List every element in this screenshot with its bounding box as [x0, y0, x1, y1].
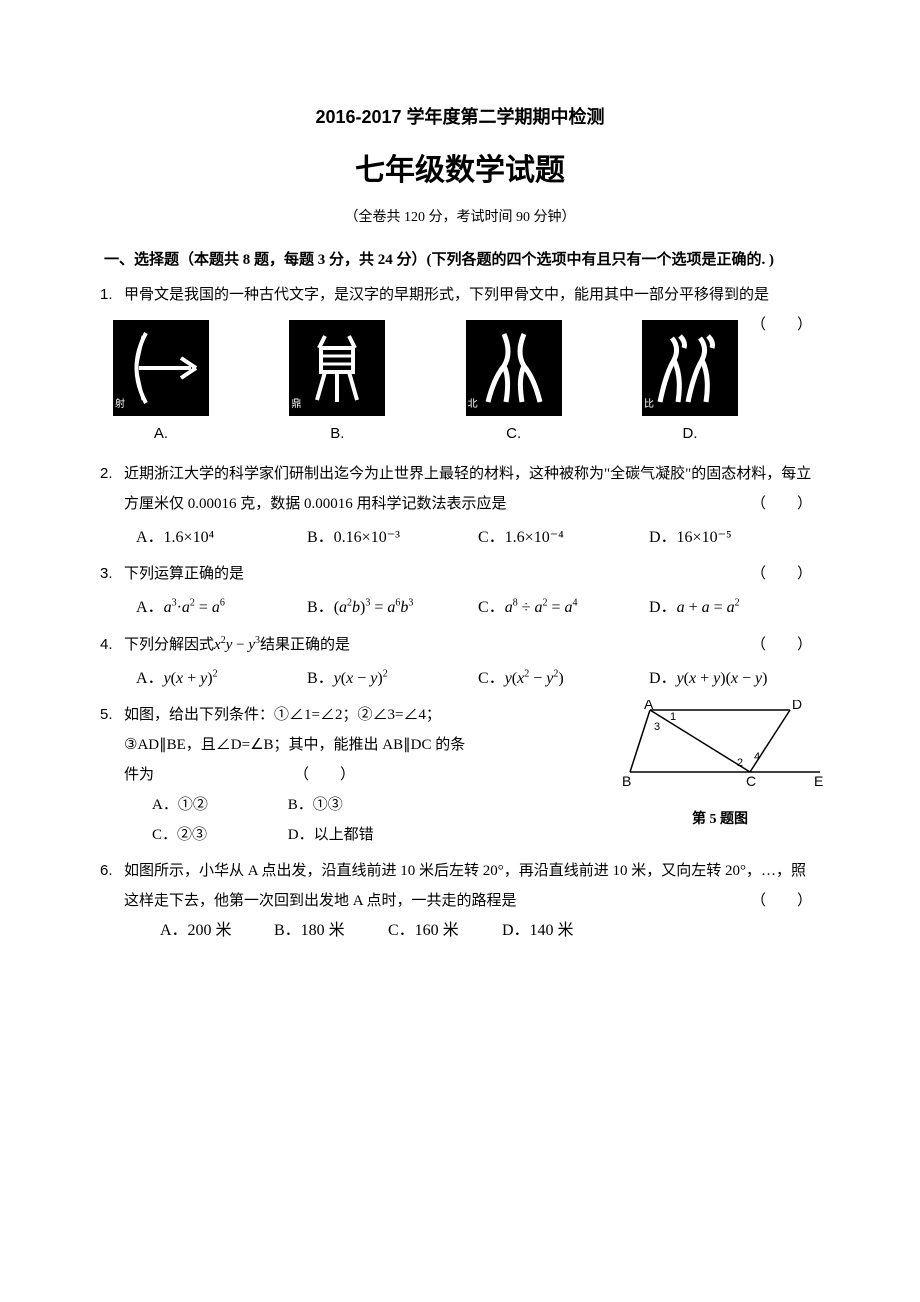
- page-title-2: 七年级数学试题: [100, 142, 820, 199]
- q4-opt-b: B．y(x − y)2: [307, 664, 478, 694]
- question-4: 4.下列分解因式x2y − y3结果正确的是 （ ）: [100, 630, 820, 660]
- q1-opt-d: 比 D.: [635, 320, 745, 449]
- q6-options: A．200 米 B．180 米 C．160 米 D．140 米: [100, 916, 820, 946]
- q3-paren: （ ）: [751, 559, 820, 589]
- svg-text:4: 4: [754, 751, 760, 763]
- svg-text:B: B: [622, 773, 631, 789]
- q3-opt-c: C．a8 ÷ a2 = a4: [478, 593, 649, 623]
- q2-text: 近期浙江大学的科学家们研制出迄今为止世界上最轻的材料，这种被称为"全碳气凝胶"的…: [124, 466, 811, 512]
- q6-text: 如图所示，小华从 A 点出发，沿直线前进 10 米后左转 20°，再沿直线前进 …: [124, 863, 806, 909]
- q6-opt-c: C．160 米: [388, 916, 498, 946]
- q1-img-c: 北: [466, 320, 562, 416]
- q1-img-d: 比: [642, 320, 738, 416]
- q4-options: A．y(x + y)2 B．y(x − y)2 C．y(x2 − y2) D．y…: [100, 664, 820, 694]
- q1-opt-b-letter: B.: [282, 420, 392, 449]
- q6-paren: （ ）: [751, 886, 820, 916]
- q3b-pre: B．: [307, 599, 334, 616]
- bi-icon: [650, 328, 730, 408]
- q4b-pre: B．: [307, 670, 334, 687]
- archery-icon: [121, 328, 201, 408]
- q4-opt-a: A．y(x + y)2: [136, 664, 307, 694]
- question-2: 2.近期浙江大学的科学家们研制出迄今为止世界上最轻的材料，这种被称为"全碳气凝胶…: [100, 459, 820, 519]
- svg-text:E: E: [814, 773, 823, 789]
- q6-opt-a: A．200 米: [160, 916, 270, 946]
- page-subtitle: （全卷共 120 分，考试时间 90 分钟）: [100, 205, 820, 232]
- q2-paren: （ ）: [751, 489, 820, 519]
- q5-opt-d: D．以上都错: [288, 820, 374, 850]
- q2-opt-c: C．1.6×10⁻⁴: [478, 523, 649, 553]
- q5-opt-a: A．①②: [124, 790, 284, 820]
- q4c-pre: C．: [478, 670, 505, 687]
- q1-num: 1.: [100, 280, 124, 310]
- q4a-pre: A．: [136, 670, 164, 687]
- question-1: 1.甲骨文是我国的一种古代文字，是汉字的早期形式，下列甲骨文中，能用其中一部分平…: [100, 280, 820, 310]
- q1-img-b-label: 鼎: [291, 395, 301, 414]
- q5-figure: A D B C E 1 3 2 4 第 5 题图: [600, 700, 820, 850]
- q2-opt-b: B．0.16×10⁻³: [307, 523, 478, 553]
- ding-icon: [297, 328, 377, 408]
- q1-opt-c-letter: C.: [459, 420, 569, 449]
- bei-icon: [474, 328, 554, 408]
- q2-options: A．1.6×10⁴ B．0.16×10⁻³ C．1.6×10⁻⁴ D．16×10…: [100, 523, 820, 553]
- q4-text-pre: 下列分解因式: [124, 637, 214, 653]
- q4-expr: x: [214, 637, 221, 653]
- q3a-pre: A．: [136, 599, 164, 616]
- question-5: 5.如图，给出下列条件：①∠1=∠2；②∠3=∠4； ③AD∥BE，且∠D=∠B…: [100, 700, 820, 850]
- q3-options: A．a3·a2 = a6 B．(a2b)3 = a6b3 C．a8 ÷ a2 =…: [100, 593, 820, 623]
- q1-opt-c: 北 C.: [459, 320, 569, 449]
- svg-text:2: 2: [737, 757, 743, 769]
- q1-opt-d-letter: D.: [635, 420, 745, 449]
- question-3: 3.下列运算正确的是 （ ）: [100, 559, 820, 589]
- q4d-pre: D．: [649, 670, 677, 687]
- question-6: 6.如图所示，小华从 A 点出发，沿直线前进 10 米后左转 20°，再沿直线前…: [100, 856, 820, 916]
- q5-line2: ③AD∥BE，且∠D=∠B；其中，能推出 AB∥DC 的条: [124, 737, 465, 753]
- q4-opt-c: C．y(x2 − y2): [478, 664, 649, 694]
- q3-opt-b: B．(a2b)3 = a6b3: [307, 593, 478, 623]
- q5-line1: 如图，给出下列条件：①∠1=∠2；②∠3=∠4；: [124, 707, 441, 723]
- q4-opt-d: D．y(x + y)(x − y): [649, 664, 820, 694]
- q1-text: 甲骨文是我国的一种古代文字，是汉字的早期形式，下列甲骨文中，能用其中一部分平移得…: [124, 287, 769, 303]
- page-title-1: 2016-2017 学年度第二学期期中检测: [100, 100, 820, 134]
- q3-num: 3.: [100, 559, 124, 589]
- svg-text:1: 1: [670, 711, 676, 723]
- q1-img-b: 鼎: [289, 320, 385, 416]
- q3c-pre: C．: [478, 599, 505, 616]
- q3-opt-a: A．a3·a2 = a6: [136, 593, 307, 623]
- q4-paren: （ ）: [751, 630, 820, 660]
- q1-paren: （ ）: [751, 310, 820, 340]
- q4-num: 4.: [100, 630, 124, 660]
- q3d-pre: D．: [649, 599, 677, 616]
- svg-text:C: C: [746, 773, 756, 789]
- q5-opt-c: C．②③: [124, 820, 284, 850]
- q5-caption: 第 5 题图: [620, 806, 820, 834]
- q4-text-post: 结果正确的是: [260, 637, 350, 653]
- svg-text:D: D: [792, 700, 802, 712]
- q5-diagram: A D B C E 1 3 2 4: [620, 700, 830, 795]
- q1-img-d-label: 比: [644, 395, 654, 414]
- q2-num: 2.: [100, 459, 124, 489]
- q5-text-block: 5.如图，给出下列条件：①∠1=∠2；②∠3=∠4； ③AD∥BE，且∠D=∠B…: [124, 700, 600, 850]
- svg-text:3: 3: [654, 721, 660, 733]
- section-1-header: 一、选择题（本题共 8 题，每题 3 分，共 24 分）(下列各题的四个选项中有…: [100, 246, 820, 275]
- q3-text: 下列运算正确的是: [124, 566, 244, 582]
- svg-text:A: A: [644, 700, 654, 712]
- q1-opt-a: 射 A.: [106, 320, 216, 449]
- q5-line3: 件为: [124, 767, 154, 783]
- q2-opt-d: D．16×10⁻⁵: [649, 523, 820, 553]
- q2-opt-a: A．1.6×10⁴: [136, 523, 307, 553]
- q6-opt-d: D．140 米: [502, 916, 574, 946]
- q1-opt-b: 鼎 B.: [282, 320, 392, 449]
- q1-img-a: 射: [113, 320, 209, 416]
- q5-num: 5.: [100, 700, 124, 730]
- q6-num: 6.: [100, 856, 124, 886]
- q5-opt-b: B．①③: [288, 790, 343, 820]
- q3a-math: a: [164, 599, 172, 616]
- q1-img-a-label: 射: [115, 395, 125, 414]
- q3-opt-d: D．a + a = a2: [649, 593, 820, 623]
- q1-opt-a-letter: A.: [106, 420, 216, 449]
- q1-options: 射 A. 鼎 B. 北 C.: [100, 310, 751, 453]
- q1-img-c-label: 北: [468, 395, 478, 414]
- q5-paren: （ ）: [294, 767, 363, 783]
- q6-opt-b: B．180 米: [274, 916, 384, 946]
